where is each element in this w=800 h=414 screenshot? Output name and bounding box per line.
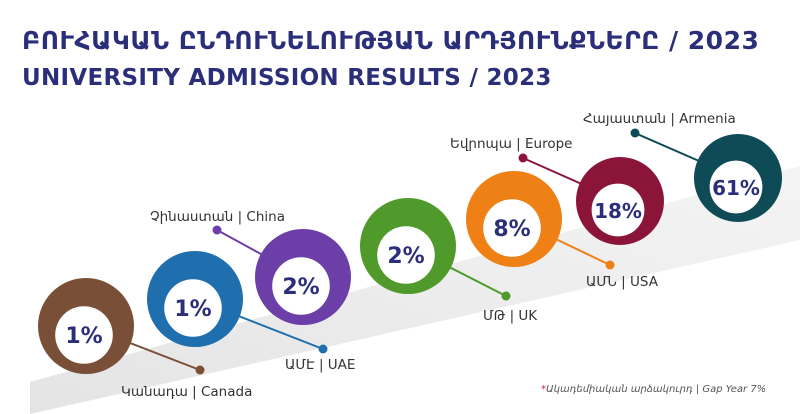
- bubble-armenia: 61% Հայաստան | Armenia: [583, 111, 782, 222]
- footnote-text: Ակադեմիական արձակուրդ | Gap Year 7%: [546, 384, 767, 395]
- category-label-usa: ԱՄՆ | USA: [586, 274, 659, 290]
- category-label-china: Չինաստան | China: [150, 209, 285, 225]
- category-label-uae: ԱՄԷ | UAE: [285, 357, 355, 373]
- leader-dot-usa: [605, 260, 615, 270]
- bubble-uk: 2% ՄԹ | UK: [360, 198, 538, 324]
- ring-center-armenia: [709, 160, 763, 214]
- leader-dot-china: [212, 225, 222, 235]
- ring-center-usa: [483, 199, 541, 257]
- ring-center-china: [272, 257, 330, 315]
- title-english: UNIVERSITY ADMISSION RESULTS / 2023: [22, 65, 552, 91]
- value-label-usa: 8%: [493, 217, 530, 242]
- ring-center-europe: [591, 183, 645, 237]
- leader-dot-uae: [318, 344, 328, 354]
- footnote-asterisk: *: [541, 384, 546, 395]
- category-label-armenia: Հայաստան | Armenia: [583, 111, 736, 127]
- leader-dot-europe: [518, 153, 528, 163]
- value-label-china: 2%: [282, 275, 319, 300]
- bubble-china: 2% Չինաստան | China: [150, 209, 351, 325]
- bubble-canada: 1% Կանադա | Canada: [38, 278, 252, 400]
- value-label-uae: 1%: [174, 297, 211, 322]
- ring-center-uk: [377, 226, 435, 284]
- bubble-europe: 18% Եվրոպա | Europe: [450, 136, 664, 245]
- bubble-uae: 1% ԱՄԷ | UAE: [147, 251, 355, 373]
- value-label-canada: 1%: [65, 324, 102, 349]
- leader-dot-uk: [501, 291, 511, 301]
- leader-dot-armenia: [630, 128, 640, 138]
- category-label-europe: Եվրոպա | Europe: [450, 136, 572, 152]
- bubble-usa: 8% ԱՄՆ | USA: [466, 171, 659, 290]
- value-label-uk: 2%: [387, 244, 424, 269]
- ring-center-uae: [164, 279, 222, 337]
- category-label-uk: ՄԹ | UK: [483, 308, 538, 324]
- value-label-europe: 18%: [594, 199, 642, 223]
- title-armenian: ԲՈՒՀԱԿԱՆ ԸՆԴՈՒՆԵԼՈՒԹՅԱՆ ԱՐԴՅՈՒՆՔՆԵՐԸ / 2…: [22, 26, 760, 55]
- value-label-armenia: 61%: [712, 176, 760, 200]
- ring-center-canada: [55, 306, 113, 364]
- footnote: *Ակադեմիական արձակուրդ | Gap Year 7%: [541, 384, 766, 395]
- leader-dot-canada: [195, 365, 205, 375]
- category-label-canada: Կանադա | Canada: [121, 384, 252, 400]
